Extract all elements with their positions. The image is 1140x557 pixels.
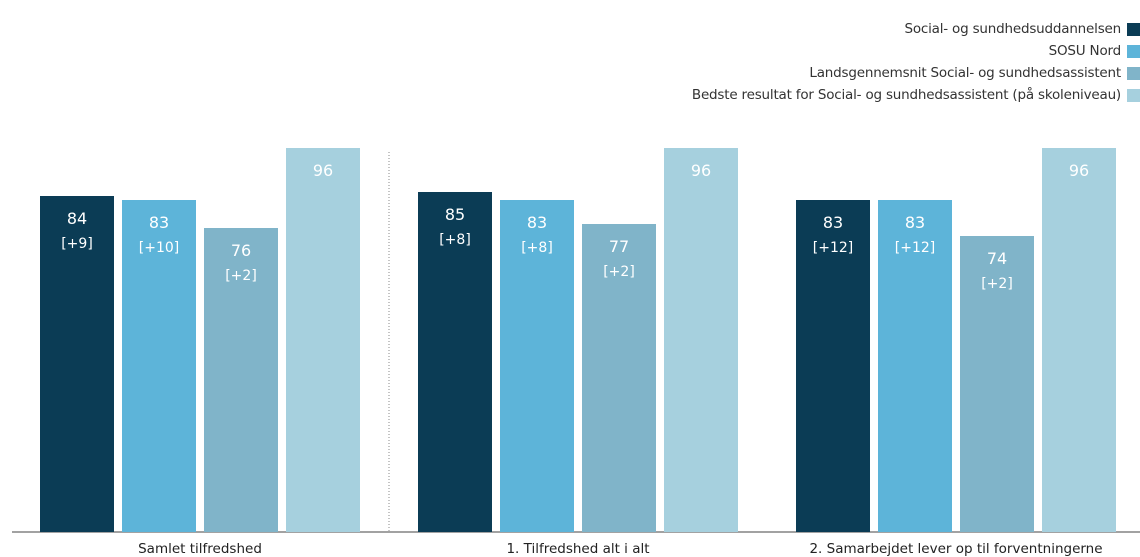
bar — [204, 228, 278, 532]
bar — [500, 200, 574, 532]
legend-item: Social- og sundhedsuddannelsen — [440, 18, 1140, 40]
bar — [796, 200, 870, 532]
legend-label: Social- og sundhedsuddannelsen — [904, 21, 1121, 37]
category-label: 1. Tilfredshed alt i alt — [506, 541, 649, 557]
legend-item: Landsgennemsnit Social- og sundhedsassis… — [440, 62, 1140, 84]
data-label: 83 — [905, 213, 925, 232]
legend-label: Landsgennemsnit Social- og sundhedsassis… — [809, 65, 1121, 81]
legend-item: Bedste resultat for Social- og sundhedsa… — [440, 84, 1140, 106]
data-label-diff: [+8] — [439, 232, 471, 248]
data-label-diff: [+2] — [603, 264, 635, 280]
legend-swatch — [1127, 88, 1140, 102]
data-label: 96 — [1069, 161, 1089, 180]
category-label: Samlet tilfredshed — [138, 541, 262, 557]
category-label: 2. Samarbejdet lever op til forventninge… — [809, 541, 1102, 557]
data-label: 85 — [445, 205, 465, 224]
data-label-diff: [+2] — [981, 276, 1013, 292]
legend-swatch — [1127, 66, 1140, 80]
bar — [1042, 148, 1116, 532]
bar — [960, 236, 1034, 532]
legend-label: SOSU Nord — [1048, 43, 1122, 59]
bar — [418, 192, 492, 532]
data-label-diff: [+12] — [813, 240, 853, 256]
data-label: 84 — [67, 209, 87, 228]
data-label: 96 — [313, 161, 333, 180]
data-label-diff: [+12] — [895, 240, 935, 256]
legend-swatch — [1127, 22, 1140, 36]
data-label: 74 — [987, 249, 1007, 268]
data-label: 77 — [609, 237, 629, 256]
legend: Social- og sundhedsuddannelsen SOSU Nord… — [440, 18, 1140, 106]
bar — [286, 148, 360, 532]
data-label-diff: [+9] — [61, 236, 93, 252]
data-label: 83 — [823, 213, 843, 232]
bar — [122, 200, 196, 532]
data-label-diff: [+8] — [521, 240, 553, 256]
legend-item: SOSU Nord — [440, 40, 1140, 62]
data-label: 83 — [149, 213, 169, 232]
legend-label: Bedste resultat for Social- og sundhedsa… — [691, 87, 1121, 103]
bar — [582, 224, 656, 532]
data-label-diff: [+2] — [225, 268, 257, 284]
data-label: 83 — [527, 213, 547, 232]
bar — [878, 200, 952, 532]
data-label-diff: [+10] — [139, 240, 179, 256]
legend-swatch — [1127, 44, 1140, 58]
bar — [664, 148, 738, 532]
data-label: 96 — [691, 161, 711, 180]
bar — [40, 196, 114, 532]
data-label: 76 — [231, 241, 251, 260]
